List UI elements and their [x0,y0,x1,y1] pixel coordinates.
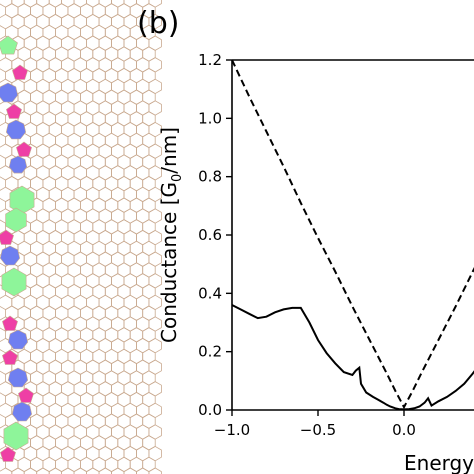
lattice-hexagon [98,467,112,474]
lattice-hexagon [111,0,125,8]
defect-blue-polygon [0,245,21,266]
lattice-hexagon [136,467,150,474]
lattice-hexagon [0,0,13,8]
lattice-hexagon [61,467,75,474]
y-tick-label: 0.8 [198,168,222,186]
grain-boundary-defects [0,35,35,462]
defect-green-polygon [5,207,27,233]
lattice-hexagon [73,0,87,8]
defect-blue-polygon [0,82,19,103]
defect-pink-polygon [12,64,28,80]
defect-pink-polygon [2,315,18,331]
y-tick-label: 0.0 [198,401,222,419]
defect-blue-polygon [7,329,29,350]
lattice-hexagon [23,467,38,474]
defect-green-polygon [3,421,29,451]
x-axis-title: Energy [eV] [404,451,474,474]
series-line-dashed [232,60,474,410]
x-tick-label: −1.0 [214,421,250,439]
y-tick-label: 1.0 [198,109,222,127]
lattice-hexagon [36,0,50,8]
defect-pink-polygon [16,141,32,157]
y-tick-label: 0.2 [198,343,222,361]
y-tick-label: 0.6 [198,226,222,244]
defect-blue-polygon [7,367,29,388]
x-tick-label: 0.0 [392,421,416,439]
defect-pink-polygon [18,387,34,403]
defect-blue-polygon [8,155,28,174]
defect-pink-polygon [0,229,14,245]
lattice-hexagon [11,467,25,474]
y-axis-title: Conductance [G0/nm] [157,127,185,343]
lattice-hexagon [0,467,13,474]
lattice-hexagon [61,0,75,8]
lattice-hexagon [73,467,87,474]
defect-pink-polygon [6,103,22,119]
lattice-hexagon [86,467,100,474]
lattice-hexagon [148,467,162,474]
defect-pink-polygon [0,446,16,462]
defect-green-polygon [0,35,18,55]
conductance-plot: 0.0 0.2 0.4 0.6 0.8 1.0 1.2 −1.0 −0.5 0.0 Energy … [157,51,474,474]
lattice-structure-panel [0,0,162,474]
y-tick-label: 0.4 [198,284,222,302]
defect-blue-polygon [5,119,27,140]
x-tick-label: −0.5 [300,421,336,439]
series-line-solid [232,304,474,410]
lattice-hexagon [48,0,62,8]
y-tick-label: 1.2 [198,51,222,69]
lattice-hexagon [123,0,137,8]
lattice-hexagon [86,0,100,8]
lattice-hexagon [48,467,62,474]
lattice-hexagon [36,467,50,474]
defect-blue-polygon [11,401,33,422]
lattice-hexagon [123,467,137,474]
lattice-hexagon [11,0,25,8]
panel-label: (b) [137,6,179,41]
defect-green-polygon [1,267,27,297]
lattice-hexagon [23,0,38,8]
lattice-hexagon [111,467,125,474]
defect-pink-polygon [2,349,18,365]
lattice-hexagon [98,0,112,8]
